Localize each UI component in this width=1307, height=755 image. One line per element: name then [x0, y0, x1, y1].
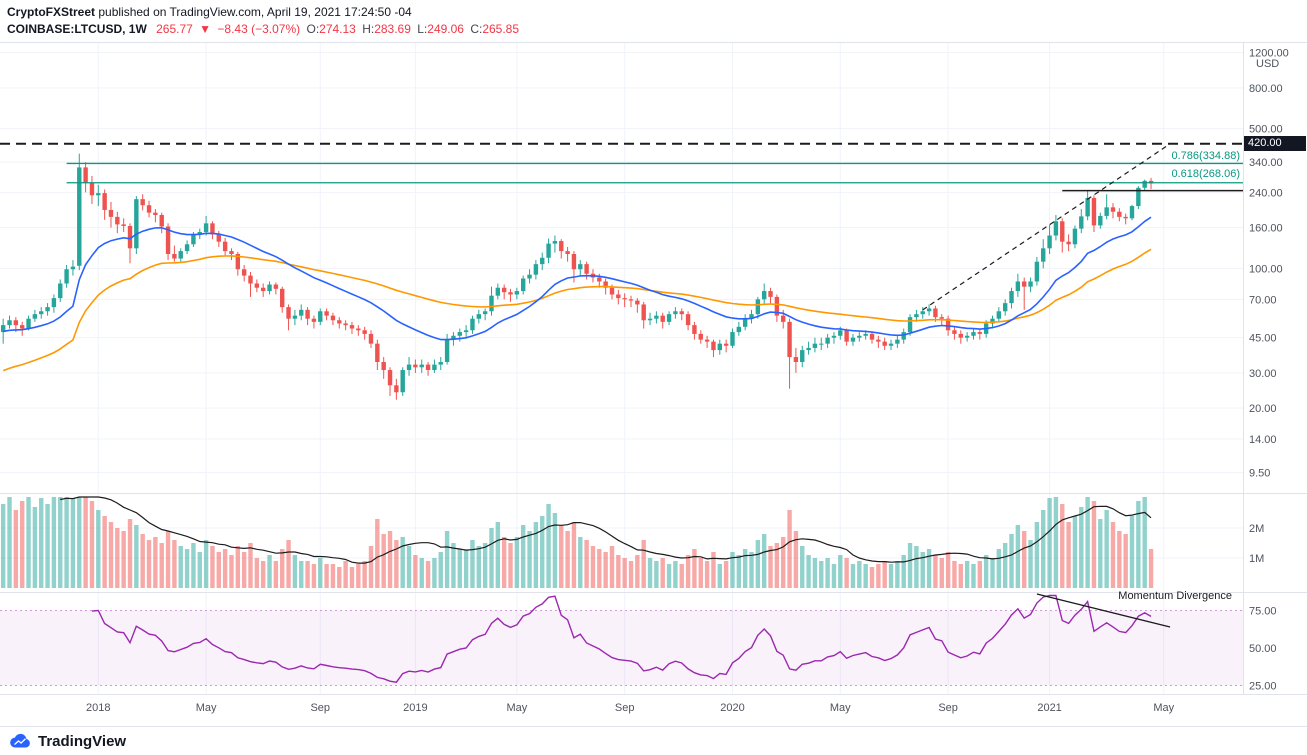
fib-618-label: 0.618(268.06): [1171, 168, 1241, 180]
volume-layer: [0, 496, 1154, 588]
svg-text:14.00: 14.00: [1249, 434, 1277, 446]
svg-text:2018: 2018: [86, 702, 110, 714]
down-arrow-icon: ▼: [199, 22, 212, 36]
low-label: L:: [417, 22, 428, 36]
svg-text:1200.00: 1200.00: [1249, 48, 1289, 60]
symbol-title: COINBASE:LTCUSD, 1W: [7, 22, 147, 36]
svg-text:240.00: 240.00: [1249, 187, 1283, 199]
fib-786-label: 0.786(334.88): [1171, 150, 1241, 162]
svg-text:50.00: 50.00: [1249, 643, 1277, 655]
ma-layer: [2, 216, 1152, 372]
open-value: 274.13: [319, 22, 356, 36]
publisher-name: CryptoFXStreet: [7, 5, 96, 19]
svg-text:Sep: Sep: [615, 702, 635, 714]
svg-text:340.00: 340.00: [1249, 157, 1283, 169]
svg-text:2021: 2021: [1037, 702, 1061, 714]
svg-text:25.00: 25.00: [1249, 681, 1277, 693]
open-label: O:: [306, 22, 320, 36]
price-change: −8.43 (−3.07%): [217, 22, 301, 36]
svg-text:2019: 2019: [403, 702, 427, 714]
annotation-layer: [0, 142, 1243, 311]
svg-text:45.00: 45.00: [1249, 333, 1277, 345]
svg-text:800.00: 800.00: [1249, 83, 1283, 95]
price-axis-unit-label: USD: [1256, 58, 1280, 70]
svg-text:2M: 2M: [1249, 523, 1264, 535]
svg-text:May: May: [1153, 702, 1174, 714]
candles-layer: [0, 153, 1154, 400]
svg-text:30.00: 30.00: [1249, 368, 1277, 380]
svg-text:20.00: 20.00: [1249, 403, 1277, 415]
svg-text:500.00: 500.00: [1249, 124, 1283, 136]
tradingview-wordmark[interactable]: TradingView: [38, 732, 127, 750]
symbol-line: COINBASE:LTCUSD, 1W 265.77 ▼ −8.43 (−3.0…: [7, 22, 1307, 36]
svg-text:May: May: [196, 702, 217, 714]
published-text: published on TradingView.com, April 19, …: [98, 5, 412, 19]
header: CryptoFXStreet published on TradingView.…: [0, 0, 1307, 42]
svg-text:May: May: [506, 702, 527, 714]
svg-text:1M: 1M: [1249, 553, 1264, 565]
last-price: 265.77: [156, 22, 193, 36]
close-value: 265.85: [482, 22, 520, 36]
svg-text:75.00: 75.00: [1249, 606, 1277, 618]
high-label: H:: [362, 22, 375, 36]
svg-text:9.50: 9.50: [1249, 468, 1270, 480]
footer: TradingView: [0, 726, 1307, 755]
high-value: 283.69: [374, 22, 411, 36]
svg-text:100.00: 100.00: [1249, 263, 1283, 275]
low-value: 249.06: [427, 22, 464, 36]
publisher-line: CryptoFXStreet published on TradingView.…: [7, 5, 1307, 19]
svg-text:May: May: [830, 702, 851, 714]
svg-text:2020: 2020: [720, 702, 744, 714]
momentum-divergence-label: Momentum Divergence: [1118, 590, 1232, 602]
svg-text:70.00: 70.00: [1249, 294, 1277, 306]
svg-text:160.00: 160.00: [1249, 223, 1283, 235]
close-label: C:: [470, 22, 483, 36]
tradingview-logo-icon[interactable]: [9, 733, 31, 749]
pane-borders: [0, 42, 1307, 695]
resistance-price-badge: 420.00: [1244, 136, 1306, 151]
axis-labels: 1200.00 800.00 500.00 340.00 240.00 160.00 100…: [86, 48, 1289, 714]
svg-text:Sep: Sep: [310, 702, 330, 714]
rsi-layer: [0, 593, 1243, 686]
svg-text:Sep: Sep: [938, 702, 958, 714]
